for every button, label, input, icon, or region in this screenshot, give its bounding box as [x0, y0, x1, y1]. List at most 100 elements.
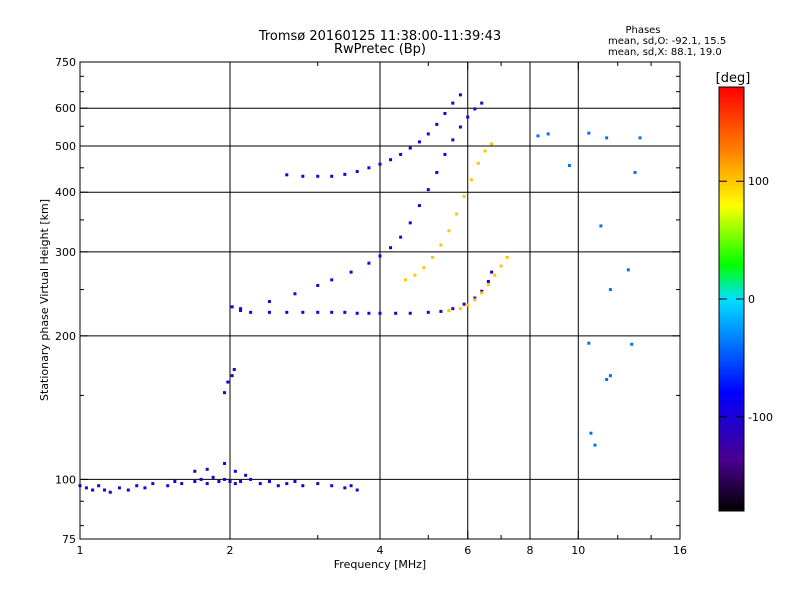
- x-tick-label: 10: [571, 544, 585, 557]
- data-point: [408, 146, 412, 150]
- data-point: [426, 132, 430, 136]
- data-point: [91, 488, 95, 492]
- y-tick-label: 600: [55, 102, 76, 115]
- data-point: [567, 164, 571, 168]
- data-point: [399, 235, 403, 239]
- data-point: [217, 479, 221, 483]
- data-point: [426, 310, 430, 314]
- data-point: [211, 475, 215, 479]
- colorbar-tick-label: 0: [748, 293, 755, 306]
- data-point: [605, 377, 609, 381]
- data-point: [330, 310, 334, 314]
- data-point: [180, 482, 184, 486]
- data-point: [223, 461, 227, 465]
- data-point: [285, 482, 289, 486]
- data-point: [378, 254, 382, 258]
- data-point: [466, 303, 470, 307]
- legend-title: Phases: [625, 25, 660, 36]
- data-point: [630, 342, 634, 346]
- data-point: [228, 479, 232, 483]
- data-point: [205, 467, 209, 471]
- x-tick-label: 1: [77, 544, 84, 557]
- data-point: [249, 477, 253, 481]
- data-point: [422, 266, 426, 270]
- data-point: [244, 473, 248, 477]
- data-point: [301, 174, 305, 178]
- data-point: [232, 367, 236, 371]
- gridlines: [80, 62, 680, 539]
- x-tick-label: 16: [673, 544, 687, 557]
- data-point: [394, 311, 398, 315]
- data-point: [408, 311, 412, 315]
- x-axis-label: Frequency [MHz]: [334, 558, 426, 571]
- y-tick-label: 300: [55, 246, 76, 259]
- data-point: [473, 298, 477, 302]
- data-point: [490, 270, 494, 274]
- data-point: [626, 268, 630, 272]
- data-point: [587, 131, 591, 135]
- data-point: [462, 194, 466, 198]
- data-point: [151, 482, 155, 486]
- data-point: [443, 111, 447, 115]
- data-point: [276, 484, 280, 488]
- data-point: [230, 305, 234, 309]
- y-tick-label: 75: [62, 533, 76, 546]
- data-point: [239, 479, 243, 483]
- x-tick-label: 6: [464, 544, 471, 557]
- data-point: [451, 101, 455, 105]
- data-point: [378, 311, 382, 315]
- data-point: [301, 310, 305, 314]
- data-point: [439, 243, 443, 247]
- data-point: [458, 307, 462, 311]
- data-point: [223, 477, 227, 481]
- data-point: [480, 289, 484, 293]
- colorbar-ticks: -100 0 100: [719, 175, 773, 424]
- data-point: [330, 174, 334, 178]
- y-tick-label: 200: [55, 330, 76, 343]
- data-point: [355, 311, 359, 315]
- y-axis-ticks: 75 100 200 300 400 500 600 750: [55, 56, 680, 546]
- y-tick-label: 500: [55, 140, 76, 153]
- data-point: [343, 310, 347, 314]
- data-point: [367, 166, 371, 170]
- data-point: [349, 270, 353, 274]
- data-point: [417, 204, 421, 208]
- data-point: [443, 152, 447, 156]
- data-point: [126, 488, 130, 492]
- data-point: [435, 122, 439, 126]
- data-point: [447, 308, 451, 312]
- data-point: [173, 479, 177, 483]
- x-tick-label: 2: [227, 544, 234, 557]
- data-point: [486, 283, 490, 287]
- data-point: [249, 310, 253, 314]
- data-point: [293, 479, 297, 483]
- y-axis-label: Stationary phase Virtual Height [km]: [38, 199, 51, 401]
- data-point: [97, 484, 101, 488]
- data-point: [426, 188, 430, 192]
- data-point: [316, 283, 320, 287]
- data-point: [413, 273, 417, 277]
- x-tick-label: 8: [527, 544, 534, 557]
- data-point: [483, 149, 487, 153]
- data-point: [389, 246, 393, 250]
- data-point: [493, 273, 497, 277]
- data-point: [117, 486, 121, 490]
- data-point: [431, 255, 435, 259]
- data-point: [316, 310, 320, 314]
- data-point: [473, 107, 477, 111]
- data-point: [226, 380, 230, 384]
- data-point: [466, 115, 470, 119]
- data-point: [205, 482, 209, 486]
- data-point: [239, 308, 243, 312]
- x-tick-label: 4: [377, 544, 384, 557]
- data-point: [587, 341, 591, 345]
- data-point: [589, 431, 593, 435]
- data-point: [233, 469, 237, 473]
- data-point: [447, 229, 451, 233]
- data-point: [451, 307, 455, 311]
- data-point: [267, 300, 271, 304]
- data-point: [546, 132, 550, 136]
- chart-title: Tromsø 20160125 11:38:00-11:39:43: [258, 29, 501, 44]
- data-point: [293, 292, 297, 296]
- data-point: [389, 158, 393, 162]
